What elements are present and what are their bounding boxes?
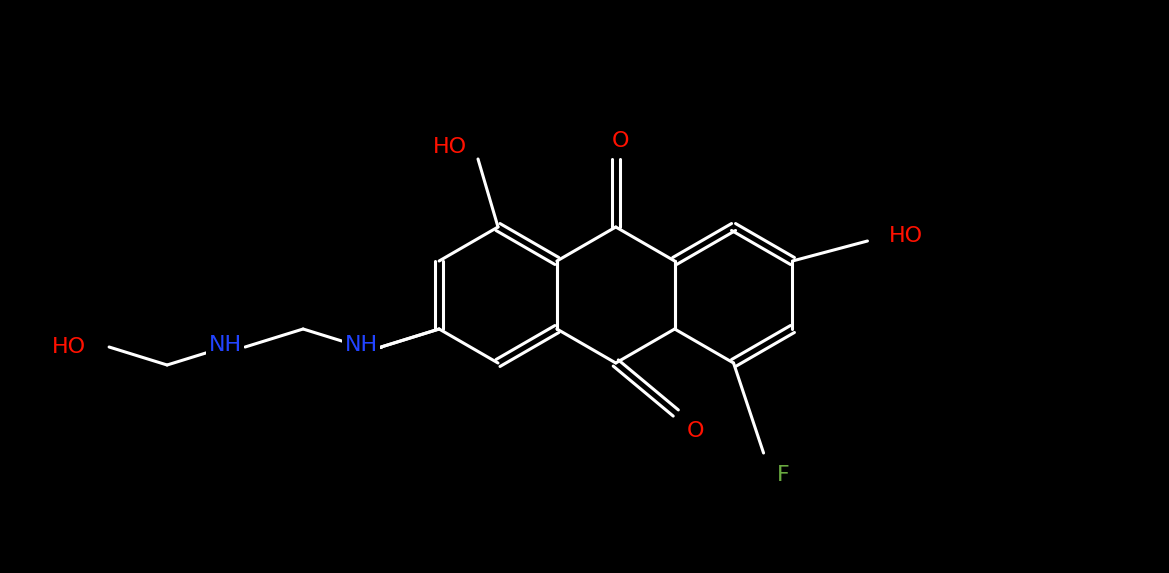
Text: NH: NH bbox=[208, 335, 242, 355]
Text: NH: NH bbox=[345, 335, 378, 355]
Text: O: O bbox=[687, 421, 705, 441]
Text: HO: HO bbox=[888, 226, 922, 246]
Text: F: F bbox=[777, 465, 790, 485]
Text: O: O bbox=[613, 131, 630, 151]
Text: HO: HO bbox=[433, 137, 468, 157]
Text: HO: HO bbox=[53, 337, 87, 357]
